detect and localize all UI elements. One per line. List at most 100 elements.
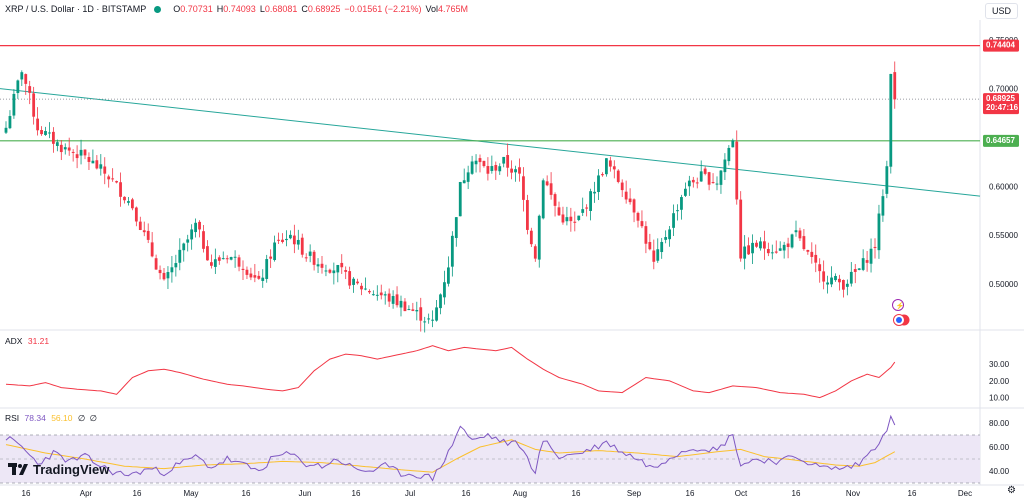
- settings-gear-icon[interactable]: ⚙: [1007, 485, 1016, 496]
- candle: [253, 275, 257, 278]
- candle: [312, 251, 316, 265]
- candle: [601, 174, 604, 176]
- candle: [20, 72, 24, 80]
- candle: [249, 273, 253, 278]
- candle: [245, 269, 249, 275]
- candle: [36, 118, 39, 131]
- price-tick-label: 0.55000: [989, 231, 1018, 240]
- candle: [328, 269, 332, 273]
- candle: [91, 160, 95, 164]
- candle: [217, 257, 221, 261]
- candle: [751, 242, 754, 254]
- candle: [336, 264, 340, 273]
- candle: [289, 234, 292, 239]
- candle: [273, 242, 276, 261]
- candle: [715, 183, 719, 185]
- high-value: 0.74093: [223, 4, 256, 14]
- candle: [842, 280, 845, 290]
- candle: [466, 172, 470, 182]
- candle: [798, 230, 802, 239]
- time-tick-label: 16: [242, 489, 251, 498]
- candle: [383, 294, 387, 296]
- candle: [111, 178, 115, 180]
- candle: [636, 212, 640, 221]
- candle: [292, 235, 296, 245]
- candle: [644, 226, 648, 244]
- candle: [83, 149, 87, 156]
- candle: [490, 166, 494, 171]
- candle: [640, 221, 644, 227]
- time-tick-label: Aug: [513, 489, 527, 498]
- candle: [727, 147, 731, 162]
- candle: [624, 191, 628, 200]
- candle: [194, 222, 197, 233]
- candle: [794, 230, 798, 233]
- candle: [415, 309, 419, 312]
- candle: [261, 277, 265, 281]
- time-tick-label: 16: [133, 489, 142, 498]
- candle: [419, 307, 423, 321]
- rsi-line: [5, 414, 896, 482]
- candle: [296, 239, 300, 245]
- time-tick-label: Oct: [735, 489, 748, 498]
- candle: [142, 230, 146, 233]
- candle: [233, 256, 237, 258]
- tradingview-logo[interactable]: TradingView: [8, 462, 109, 477]
- candle: [281, 239, 284, 242]
- adx-legend[interactable]: ADX 31.21: [5, 336, 49, 346]
- candle: [198, 221, 201, 230]
- candle: [439, 294, 442, 309]
- candle: [723, 159, 727, 173]
- candle: [352, 278, 355, 285]
- candle: [853, 269, 857, 272]
- candle: [8, 116, 12, 129]
- current-price-label: 0.68925: [986, 94, 1015, 103]
- close-label: C: [301, 4, 308, 14]
- candle: [739, 199, 743, 259]
- candle: [407, 309, 411, 311]
- candle: [24, 74, 28, 84]
- open-value: 0.70731: [180, 4, 213, 14]
- candle: [763, 241, 766, 249]
- adx-tick-label: 30.00: [989, 360, 1010, 369]
- candle: [834, 275, 837, 281]
- candle: [340, 262, 344, 268]
- candle: [786, 243, 790, 248]
- candle: [735, 141, 739, 200]
- candle: [605, 158, 608, 175]
- candle: [869, 248, 873, 264]
- tradingview-logo-text: TradingView: [33, 462, 110, 477]
- candle: [138, 221, 142, 230]
- candle: [119, 182, 122, 197]
- candle: [514, 169, 517, 173]
- symbol-title[interactable]: XRP / U.S. Dollar · 1D · BITSTAMP: [5, 4, 147, 14]
- rsi-ma-value: 56.10: [51, 413, 73, 423]
- candle: [123, 196, 126, 201]
- candle: [838, 278, 841, 283]
- candle: [162, 272, 166, 280]
- candle: [790, 234, 794, 248]
- currency-button[interactable]: USD: [984, 3, 1018, 19]
- candle: [379, 292, 383, 296]
- candle: [75, 154, 79, 159]
- candle: [178, 249, 182, 263]
- adx-tick-label: 20.00: [989, 377, 1010, 386]
- candle: [506, 155, 510, 168]
- candle: [774, 251, 778, 253]
- candle: [28, 86, 32, 93]
- candle: [443, 282, 446, 298]
- vol-label: Vol: [425, 4, 438, 14]
- support-price-label-bg: [983, 134, 1019, 147]
- candle: [612, 166, 616, 170]
- candle: [71, 151, 75, 153]
- candle: [494, 165, 498, 171]
- candle: [225, 258, 229, 260]
- time-tick-label: Jul: [405, 489, 415, 498]
- candle: [16, 80, 20, 94]
- candle: [395, 294, 399, 306]
- candle: [127, 201, 130, 203]
- rsi-legend[interactable]: RSI 78.34 56.10 ∅ ∅: [5, 413, 97, 424]
- candle: [131, 199, 134, 209]
- candle: [63, 147, 67, 150]
